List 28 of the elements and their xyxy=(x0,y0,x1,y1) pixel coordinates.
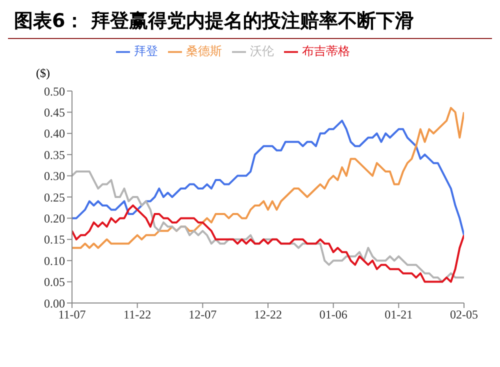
y-tick-label: 0.35 xyxy=(44,148,65,162)
legend-label: 拜登 xyxy=(134,44,158,58)
y-tick-label: 0.30 xyxy=(44,169,65,184)
y-tick-label: 0.15 xyxy=(44,232,65,247)
y-tick-label: 0.00 xyxy=(44,296,65,310)
chart-title: 图表6： 拜登赢得党内提名的投注赔率不断下滑 xyxy=(8,8,492,39)
x-tick-label: 12-07 xyxy=(188,308,217,322)
line-series xyxy=(72,170,464,283)
x-tick-label: 01-06 xyxy=(319,308,348,322)
legend-label: 布吉蒂格 xyxy=(302,44,350,58)
legend-label: 桑德斯 xyxy=(186,44,222,58)
y-tick-label: 0.05 xyxy=(44,275,65,290)
x-tick-label: 02-05 xyxy=(450,308,478,322)
y-tick-label: 0.20 xyxy=(44,211,65,226)
x-tick-label: 12-22 xyxy=(254,308,282,322)
y-tick-label: 0.40 xyxy=(44,126,65,141)
line-series xyxy=(72,204,464,283)
x-tick-label: 11-07 xyxy=(58,308,86,322)
line-series xyxy=(72,120,464,236)
legend-label: 沃伦 xyxy=(250,44,274,58)
x-tick-label: 11-22 xyxy=(124,308,152,322)
y-tick-label: 0.45 xyxy=(44,105,65,120)
y-tick-label: 0.10 xyxy=(44,254,65,268)
y-axis-title: ($) xyxy=(36,66,50,81)
y-tick-label: 0.50 xyxy=(44,84,65,98)
y-tick-label: 0.25 xyxy=(44,190,65,204)
line-series xyxy=(72,106,464,249)
x-tick-label: 01-21 xyxy=(384,308,413,322)
